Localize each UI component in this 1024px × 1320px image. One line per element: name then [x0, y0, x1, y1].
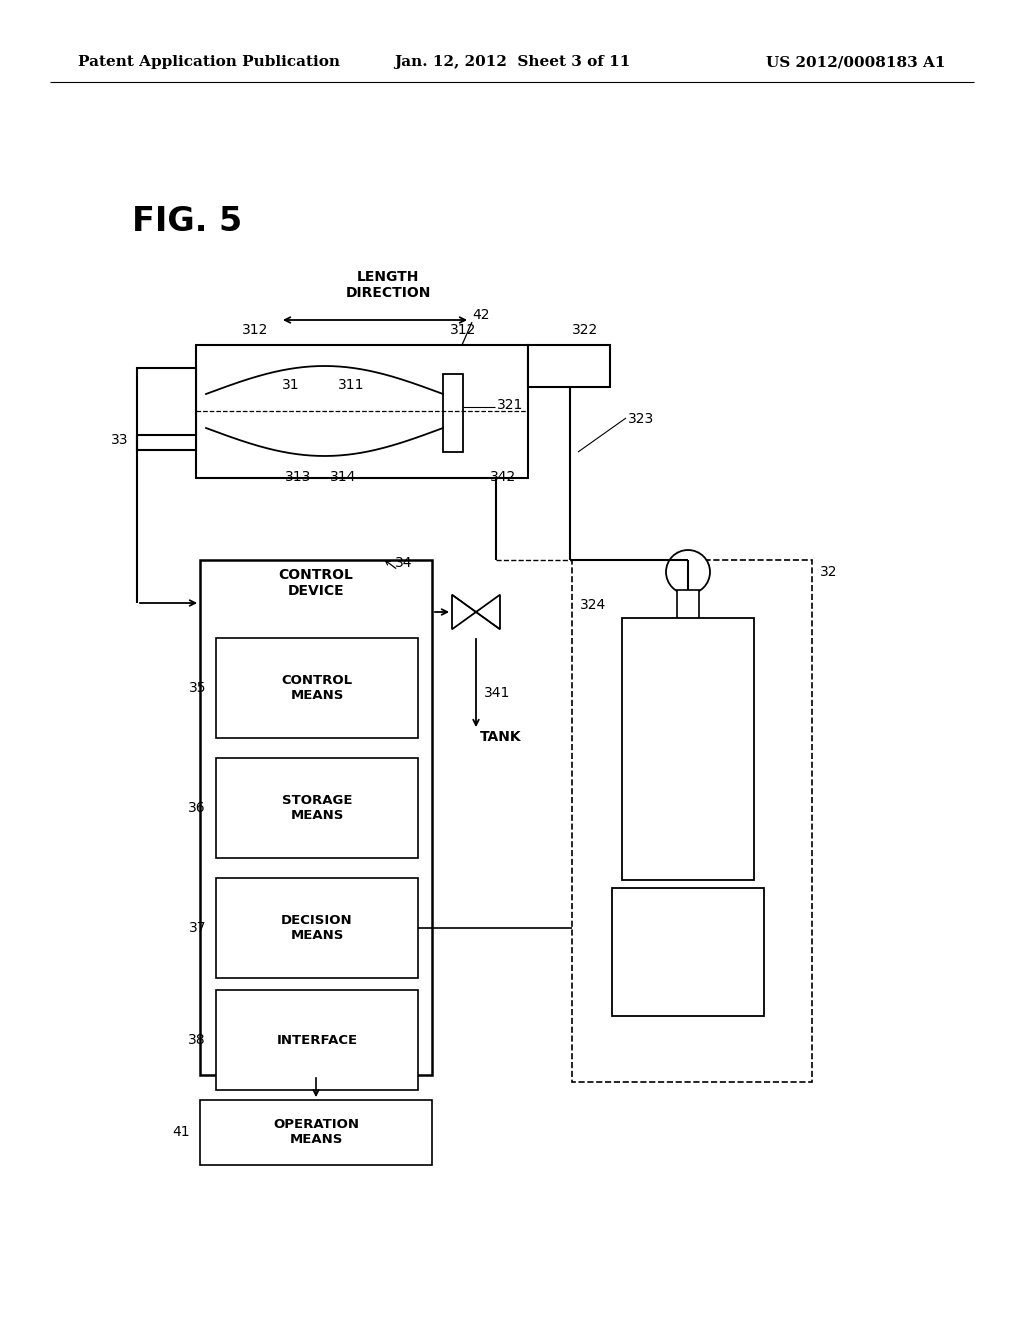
Bar — [200, 560, 432, 1074]
Text: 313: 313 — [285, 470, 311, 484]
Text: 323: 323 — [628, 412, 654, 426]
Text: DECISION
MEANS: DECISION MEANS — [282, 913, 353, 942]
Text: CONTROL
MEANS: CONTROL MEANS — [282, 675, 352, 702]
Text: INTERFACE: INTERFACE — [276, 1034, 357, 1047]
Text: OPERATION
MEANS: OPERATION MEANS — [273, 1118, 359, 1146]
Bar — [196, 345, 528, 478]
Text: 341: 341 — [484, 686, 510, 700]
Bar — [216, 878, 418, 978]
Text: 36: 36 — [188, 801, 206, 814]
Text: TANK: TANK — [480, 730, 521, 744]
Text: US 2012/0008183 A1: US 2012/0008183 A1 — [767, 55, 946, 69]
Bar — [443, 374, 463, 451]
Text: 342: 342 — [490, 470, 516, 484]
Text: Jan. 12, 2012  Sheet 3 of 11: Jan. 12, 2012 Sheet 3 of 11 — [394, 55, 630, 69]
Text: 321: 321 — [497, 399, 523, 412]
Text: 34: 34 — [395, 556, 413, 570]
Bar — [622, 618, 754, 880]
Bar — [216, 758, 418, 858]
Text: 42: 42 — [472, 308, 489, 322]
Text: 33: 33 — [111, 433, 128, 447]
Text: 32: 32 — [820, 565, 838, 579]
Text: 322: 322 — [572, 323, 598, 337]
Text: 38: 38 — [188, 1034, 206, 1047]
Text: 324: 324 — [580, 598, 606, 612]
Text: 314: 314 — [330, 470, 356, 484]
Text: STORAGE
MEANS: STORAGE MEANS — [282, 795, 352, 822]
Bar — [137, 368, 196, 450]
Text: 312: 312 — [242, 323, 268, 337]
Bar — [200, 1100, 432, 1166]
Bar — [572, 560, 812, 1082]
Text: 31: 31 — [282, 378, 300, 392]
Bar — [612, 888, 764, 1016]
Text: 41: 41 — [172, 1125, 190, 1139]
Bar — [528, 345, 610, 387]
Text: FIG. 5: FIG. 5 — [132, 205, 243, 238]
Bar — [216, 638, 418, 738]
Text: 312: 312 — [450, 323, 476, 337]
Text: 37: 37 — [188, 921, 206, 935]
Text: LENGTH
DIRECTION: LENGTH DIRECTION — [345, 271, 431, 300]
Text: 311: 311 — [338, 378, 365, 392]
Text: CONTROL
DEVICE: CONTROL DEVICE — [279, 568, 353, 598]
Text: 35: 35 — [188, 681, 206, 696]
Bar — [216, 990, 418, 1090]
Bar — [677, 590, 699, 620]
Text: Patent Application Publication: Patent Application Publication — [78, 55, 340, 69]
Circle shape — [666, 550, 710, 594]
